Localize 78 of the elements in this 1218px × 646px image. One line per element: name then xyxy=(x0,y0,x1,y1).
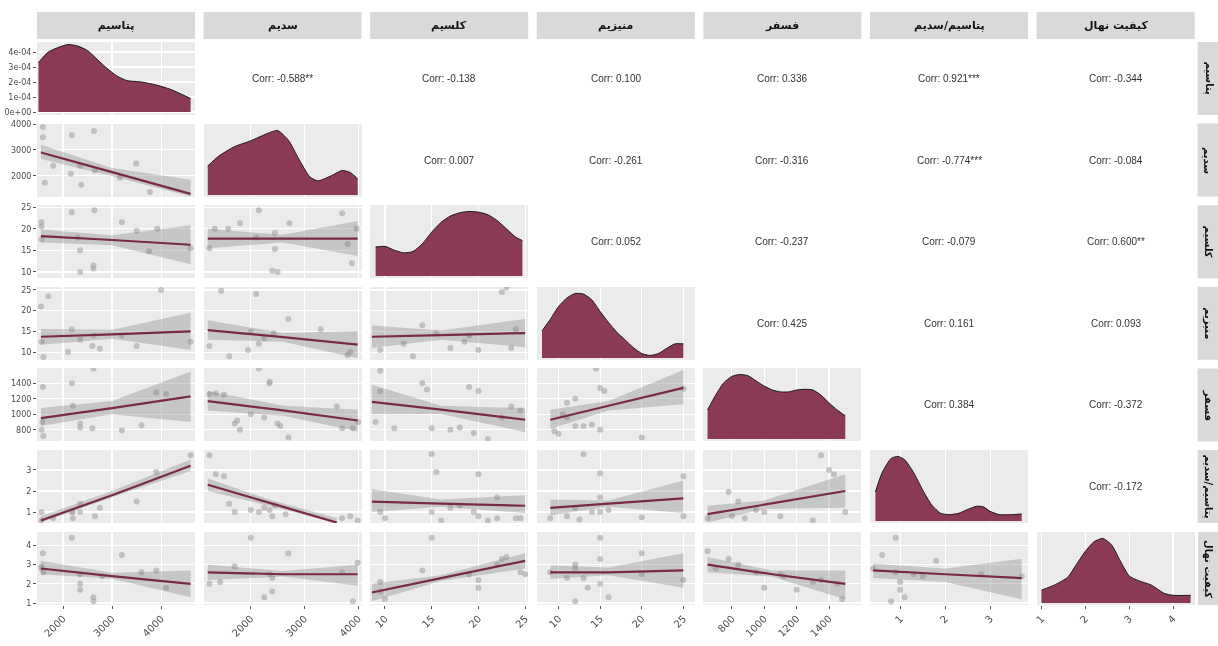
text: Corr: -0.261 xyxy=(589,155,643,166)
y-tick-label: 3 xyxy=(26,465,32,475)
y-tick-label: 1 xyxy=(26,598,32,608)
x-tick-label: 2 xyxy=(1077,612,1090,626)
x-tick-label: 25 xyxy=(513,612,531,630)
text: Corr: 0.600** xyxy=(1087,236,1145,247)
text: کلسیم xyxy=(1202,225,1214,258)
text: Corr: -0.084 xyxy=(1089,155,1143,166)
text: Corr: 0.161 xyxy=(924,318,975,329)
text: منیزیم xyxy=(1202,307,1215,340)
text: Corr: 0.425 xyxy=(757,318,808,329)
y-tick-label: 1400 xyxy=(11,379,32,389)
y-tick-label: 2 xyxy=(26,579,32,589)
y-tick-label: 10 xyxy=(21,347,32,357)
y-tick-label: 800 xyxy=(16,426,32,436)
y-tick-label: 3e-04 xyxy=(8,62,32,72)
y-tick-label: 3000 xyxy=(11,145,32,155)
x-tick-label: 1 xyxy=(1033,612,1046,626)
text: سدیم xyxy=(1202,147,1214,175)
y-tick-label: 4 xyxy=(26,540,32,550)
x-tick-label: 800 xyxy=(715,612,738,635)
text: Corr: -0.316 xyxy=(755,155,809,166)
y-tick-label: 4000 xyxy=(11,119,32,129)
text: کلسیم xyxy=(431,19,467,32)
text: Corr: 0.384 xyxy=(924,399,975,410)
y-tick-label: 20 xyxy=(21,224,32,234)
text: Corr: -0.344 xyxy=(1089,73,1143,84)
x-tick-label: 4 xyxy=(1165,612,1178,626)
text: Corr: 0.100 xyxy=(591,73,642,84)
text: Corr: 0.052 xyxy=(591,236,642,247)
y-tick-label: 3 xyxy=(26,560,32,570)
text: پتاسیم/سدیم xyxy=(914,19,985,32)
y-tick-label: 20 xyxy=(21,306,32,316)
text: Corr: 0.336 xyxy=(757,73,808,84)
y-tick-label: 0e+00 xyxy=(4,107,32,117)
x-tick-label: 1 xyxy=(892,612,906,626)
text: سدیم xyxy=(268,19,298,32)
text: Corr: -0.237 xyxy=(755,236,809,247)
text: Corr: -0.588** xyxy=(252,73,314,84)
x-tick-label: 10 xyxy=(546,612,564,630)
text: Corr: -0.138 xyxy=(422,73,476,84)
x-tick-label: 10 xyxy=(373,612,391,630)
y-tick-label: 10 xyxy=(21,267,32,277)
text: کیفیت نهال xyxy=(1084,19,1149,32)
y-tick-label: 1e-04 xyxy=(8,92,32,102)
text: Corr: 0.007 xyxy=(424,155,475,166)
y-tick-label: 1200 xyxy=(11,394,32,404)
x-tick-label: 20 xyxy=(629,612,647,630)
text: فسفر xyxy=(1202,389,1214,421)
x-tick-label: 3 xyxy=(982,612,996,626)
y-tick-label: 2e-04 xyxy=(8,77,32,87)
text: Corr: -0.372 xyxy=(1089,399,1143,410)
y-tick-label: 1 xyxy=(26,507,32,517)
x-tick-label: 15 xyxy=(420,612,437,630)
y-tick-label: 15 xyxy=(21,246,32,256)
x-tick-label: 3 xyxy=(1121,612,1134,626)
text: پتاسیم xyxy=(1202,61,1215,95)
text: پتاسیم/سدیم xyxy=(1201,454,1214,519)
text: Corr: -0.172 xyxy=(1089,481,1143,492)
y-tick-label: 15 xyxy=(21,326,32,336)
y-tick-label: 4e-04 xyxy=(8,47,32,57)
y-tick-label: 1000 xyxy=(11,410,32,420)
y2-axis-title: کیفیت نهال xyxy=(1201,539,1214,598)
text: Corr: 0.093 xyxy=(1091,318,1142,329)
y-tick-label: 25 xyxy=(21,285,32,295)
text: منیزیم xyxy=(598,19,634,32)
y-tick-label: 25 xyxy=(21,203,32,213)
x-tick-label: 2 xyxy=(937,612,951,626)
y-tick-label: 2 xyxy=(26,486,32,496)
text: Corr: -0.079 xyxy=(922,236,976,247)
x-tick-label: 15 xyxy=(588,612,605,630)
x-tick-label: 20 xyxy=(466,612,484,630)
chart-title: پتاسیم xyxy=(97,18,135,32)
text: Corr: -0.774*** xyxy=(917,155,983,166)
y-tick-label: 2000 xyxy=(11,171,32,181)
x-tick-label: 25 xyxy=(671,612,689,630)
text: Corr: 0.921*** xyxy=(918,73,980,84)
text: فسفر xyxy=(765,19,800,32)
